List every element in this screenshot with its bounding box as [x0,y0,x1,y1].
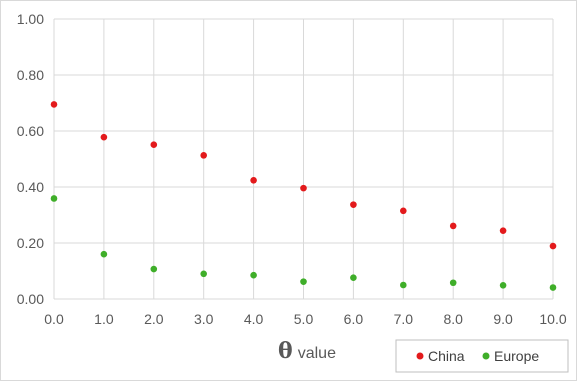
point-europe [250,271,257,279]
point-europe [200,270,207,278]
point-china [200,152,207,159]
point-europe [300,278,307,285]
legend-box [395,339,569,373]
point-china [549,242,557,250]
legend: China Europe [395,339,569,373]
point-china [150,141,158,149]
point-europe [549,284,557,291]
point-china [499,227,507,234]
y-axis-tick-labels: 0.00 0.20 0.40 0.60 0.80 1.00 [17,11,44,307]
x-tick-label: 2.0 [144,311,164,327]
x-tick-label: 8.0 [443,311,463,327]
point-china [50,101,58,108]
x-tick-label: 5.0 [294,311,314,327]
legend-label-europe: Europe [494,348,539,364]
x-tick-label: 3.0 [194,311,214,327]
point-europe [499,281,507,289]
y-tick-label: 0.80 [17,67,44,83]
legend-marker-europe [482,352,490,360]
point-china [400,207,407,215]
x-tick-label: 6.0 [344,311,364,327]
point-china [350,201,357,208]
x-axis-label-symbol: θ [278,338,293,364]
y-tick-label: 0.60 [17,123,44,139]
point-europe [350,274,357,282]
point-china [449,222,457,230]
x-tick-label: 4.0 [244,311,264,327]
legend-marker-china [416,352,424,360]
point-europe [400,281,407,289]
point-china [300,184,307,192]
y-tick-label: 0.20 [17,235,44,251]
point-china [100,133,108,141]
point-china [250,176,257,184]
point-europe [100,250,108,258]
point-europe [50,195,58,202]
x-tick-label: 1.0 [94,311,114,327]
point-europe [449,279,457,287]
x-tick-label: 10.0 [539,311,566,327]
x-tick-label: 0.0 [44,311,64,327]
x-tick-label: 9.0 [493,311,513,327]
legend-label-china: China [428,348,465,364]
x-axis-tick-labels: 0.0 1.0 2.0 3.0 4.0 5.0 6.0 7.0 8.0 9.0 10.0 [44,311,567,327]
y-tick-label: 0.40 [17,179,44,195]
y-tick-label: 0.00 [17,291,44,307]
point-europe [150,265,158,273]
x-tick-label: 7.0 [394,311,414,327]
x-axis-label: θ value [278,338,336,364]
grid [53,18,554,300]
data-points [50,101,557,291]
y-tick-label: 1.00 [17,11,44,27]
x-axis-label-text: value [298,345,336,362]
